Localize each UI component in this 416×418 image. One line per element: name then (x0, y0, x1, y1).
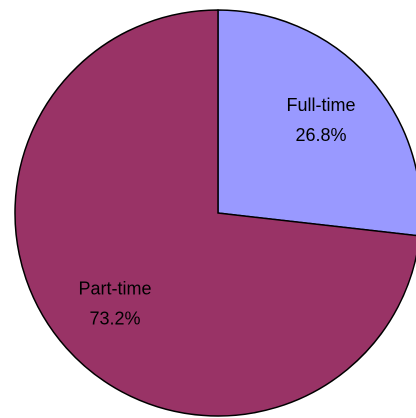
pie-slice (217, 9, 416, 237)
slice-label: Part-time (79, 279, 152, 299)
pie-slice (14, 9, 416, 417)
slice-label: Full-time (286, 95, 355, 115)
slice-value-label: 73.2% (90, 309, 141, 329)
slice-value-label: 26.8% (295, 125, 346, 145)
